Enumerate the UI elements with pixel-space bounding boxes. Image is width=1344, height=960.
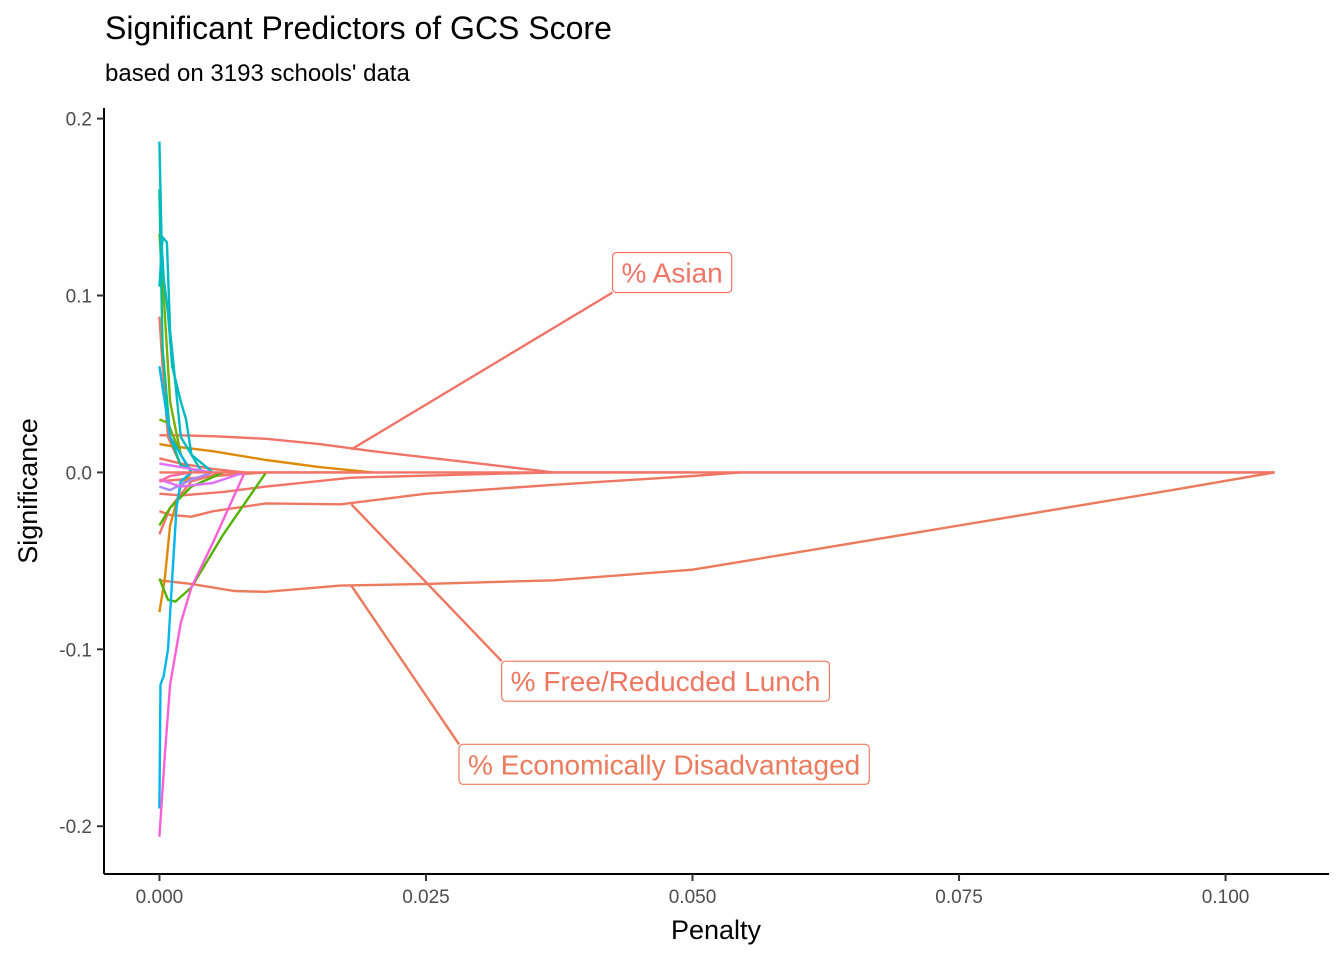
annotation-leader-asian xyxy=(350,291,614,451)
y-axis-ticks: -0.2 -0.1 0.0 0.1 0.2 xyxy=(59,110,104,838)
annotation-box-asian xyxy=(611,251,733,294)
x-tick-label: 0.075 xyxy=(935,887,983,908)
x-axis-ticks: 0.000 0.025 0.050 0.075 0.100 xyxy=(136,874,1250,908)
series-line-8 xyxy=(159,442,373,474)
annotations: % Asian % Free/Reducded Lunch % Economical… xyxy=(350,251,870,785)
series-line-23 xyxy=(158,471,192,483)
x-tick-label: 0.025 xyxy=(402,887,450,908)
y-tick-label: 0.1 xyxy=(66,287,92,308)
series-line-21 xyxy=(159,462,213,474)
series-line-5 xyxy=(159,457,245,474)
series-line-18 xyxy=(158,366,193,474)
y-tick-label: 0.2 xyxy=(66,110,92,131)
x-tick-label: 0.000 xyxy=(136,887,184,908)
series-line-22 xyxy=(158,471,246,837)
annotation-leader-economically-disadvantaged xyxy=(350,584,461,745)
series-lines xyxy=(158,141,1275,837)
annotation-label-economically-disadvantaged: % Economically Disadvantaged xyxy=(468,749,860,780)
x-tick-label: 0.100 xyxy=(1202,887,1250,908)
series-line-13 xyxy=(158,471,224,527)
chart-title: Significant Predictors of GCS Score xyxy=(105,10,612,46)
series-line-19 xyxy=(159,471,214,492)
annotation-box-free-reducded-lunch xyxy=(501,660,831,702)
annotation-label-asian: % Asian xyxy=(622,258,723,289)
series-line-16 xyxy=(158,235,204,474)
chart-subtitle: based on 3193 schools' data xyxy=(105,60,410,87)
series-line-6 xyxy=(158,471,224,535)
y-tick-label: -0.2 xyxy=(59,817,92,838)
annotation-leader-free-reducded-lunch xyxy=(350,503,503,663)
series-line-asian xyxy=(159,434,693,474)
annotation-box-economically-disadvantaged xyxy=(458,743,870,785)
y-axis-label: Significance xyxy=(13,418,43,564)
y-tick-label: 0.0 xyxy=(66,463,92,484)
series-line-free-reducded-lunch xyxy=(159,471,1275,518)
series-line-12 xyxy=(158,471,268,603)
annotation-label-free-reducded-lunch: % Free/Reducded Lunch xyxy=(511,666,821,697)
y-tick-label: -0.1 xyxy=(59,640,92,661)
x-axis-label: Penalty xyxy=(671,915,762,945)
series-line-economically-disadvantaged xyxy=(159,471,1275,593)
x-tick-label: 0.050 xyxy=(669,887,717,908)
series-line-20 xyxy=(159,471,246,488)
